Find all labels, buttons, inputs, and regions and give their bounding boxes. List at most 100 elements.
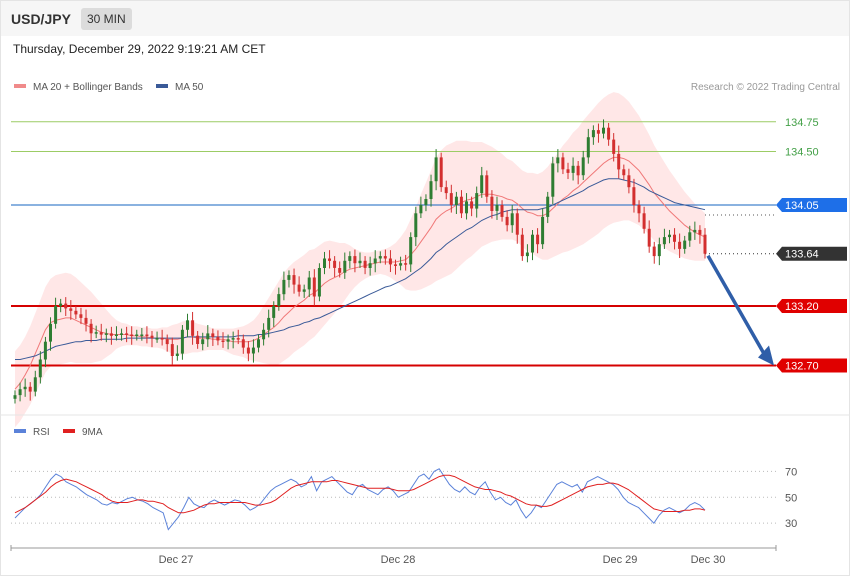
candle-57	[302, 284, 306, 298]
candle-body	[221, 340, 225, 342]
candle-body	[495, 205, 499, 211]
candle-86	[449, 184, 453, 213]
candle-44	[236, 329, 240, 345]
candle-body	[607, 127, 611, 140]
candle-body	[617, 153, 621, 170]
candle-124	[642, 206, 646, 234]
candle-28	[155, 331, 159, 343]
candle-45	[241, 334, 245, 354]
candle-body	[282, 279, 286, 295]
candle-91	[475, 186, 479, 218]
candle-body	[586, 137, 590, 158]
candle-body	[657, 244, 661, 257]
candle-body	[647, 228, 651, 247]
x-tick-label-0: Dec 27	[159, 554, 194, 566]
candle-body	[525, 252, 529, 257]
candle-56	[297, 276, 301, 297]
candle-body	[338, 268, 342, 273]
candle-body	[668, 234, 671, 238]
candle-3	[28, 382, 32, 401]
candle-body	[536, 234, 540, 245]
candle-16	[94, 325, 98, 339]
level-label-1: 134.50	[785, 146, 819, 158]
candle-88	[459, 190, 463, 219]
candle-body	[505, 216, 509, 226]
level-label-4: 133.20	[785, 301, 819, 313]
rsi-tick-1: 50	[785, 492, 797, 504]
candle-133	[688, 225, 692, 247]
candle-73	[383, 249, 387, 265]
candle-92	[480, 166, 484, 198]
candle-79	[414, 206, 418, 247]
candle-30	[165, 334, 169, 352]
level-tag-4	[776, 299, 847, 314]
candle-body	[363, 260, 367, 268]
candle-75	[394, 259, 397, 275]
candle-116	[602, 119, 605, 139]
candle-105	[546, 191, 550, 224]
candle-body	[673, 234, 676, 242]
candle-110	[571, 157, 575, 181]
candle-62	[328, 250, 331, 269]
candle-body	[251, 347, 255, 354]
candle-body	[444, 187, 448, 194]
candle-body	[399, 263, 403, 266]
candle-body	[576, 165, 580, 176]
candle-body	[414, 213, 418, 238]
candle-body	[652, 246, 656, 257]
candle-body	[358, 260, 362, 264]
candle-47	[251, 339, 255, 363]
candle-body	[201, 339, 205, 345]
candle-body	[642, 213, 646, 229]
candlesticks	[13, 119, 707, 404]
candle-119	[617, 145, 621, 179]
candle-136	[703, 228, 707, 259]
candle-117	[607, 122, 611, 146]
chart-header: USD/JPY 30 MIN	[1, 1, 849, 36]
candle-body	[135, 334, 139, 336]
candle-85	[444, 180, 448, 200]
candle-39	[211, 328, 215, 346]
candle-body	[13, 395, 17, 399]
candle-body	[160, 338, 164, 340]
candle-body	[449, 193, 453, 205]
candle-body	[140, 334, 144, 336]
candle-9	[59, 298, 63, 313]
candle-26	[145, 326, 149, 344]
candle-112	[581, 150, 585, 181]
candle-body	[404, 263, 408, 265]
candle-15	[89, 319, 93, 343]
candle-53	[282, 271, 286, 301]
candle-body	[343, 260, 347, 273]
candle-body	[556, 157, 560, 164]
ma20-legend-swatch	[14, 84, 26, 88]
candle-20	[114, 326, 118, 341]
candle-body	[84, 317, 88, 324]
credit-text: Research © 2022 Trading Central	[691, 82, 840, 93]
candle-body	[64, 303, 68, 309]
candle-body	[69, 308, 73, 311]
candle-body	[378, 256, 382, 259]
candle-82	[429, 174, 433, 207]
candle-36	[196, 330, 200, 349]
candle-41	[221, 332, 225, 348]
candle-111	[576, 161, 580, 185]
candle-130	[673, 228, 676, 250]
candle-body	[175, 353, 179, 356]
candle-84	[439, 152, 443, 192]
candle-body	[323, 258, 326, 268]
candle-29	[160, 329, 164, 346]
candle-65	[343, 252, 347, 279]
candle-body	[99, 332, 103, 335]
candle-18	[104, 328, 108, 343]
candle-body	[480, 175, 484, 194]
candle-body	[510, 213, 514, 226]
candle-78	[409, 232, 413, 273]
candle-89	[465, 193, 468, 220]
candle-76	[399, 256, 403, 271]
candle-body	[211, 333, 215, 337]
rsi-tick-0: 30	[785, 518, 797, 530]
candle-7	[49, 317, 52, 351]
timeframe-badge[interactable]: 30 MIN	[81, 8, 132, 30]
